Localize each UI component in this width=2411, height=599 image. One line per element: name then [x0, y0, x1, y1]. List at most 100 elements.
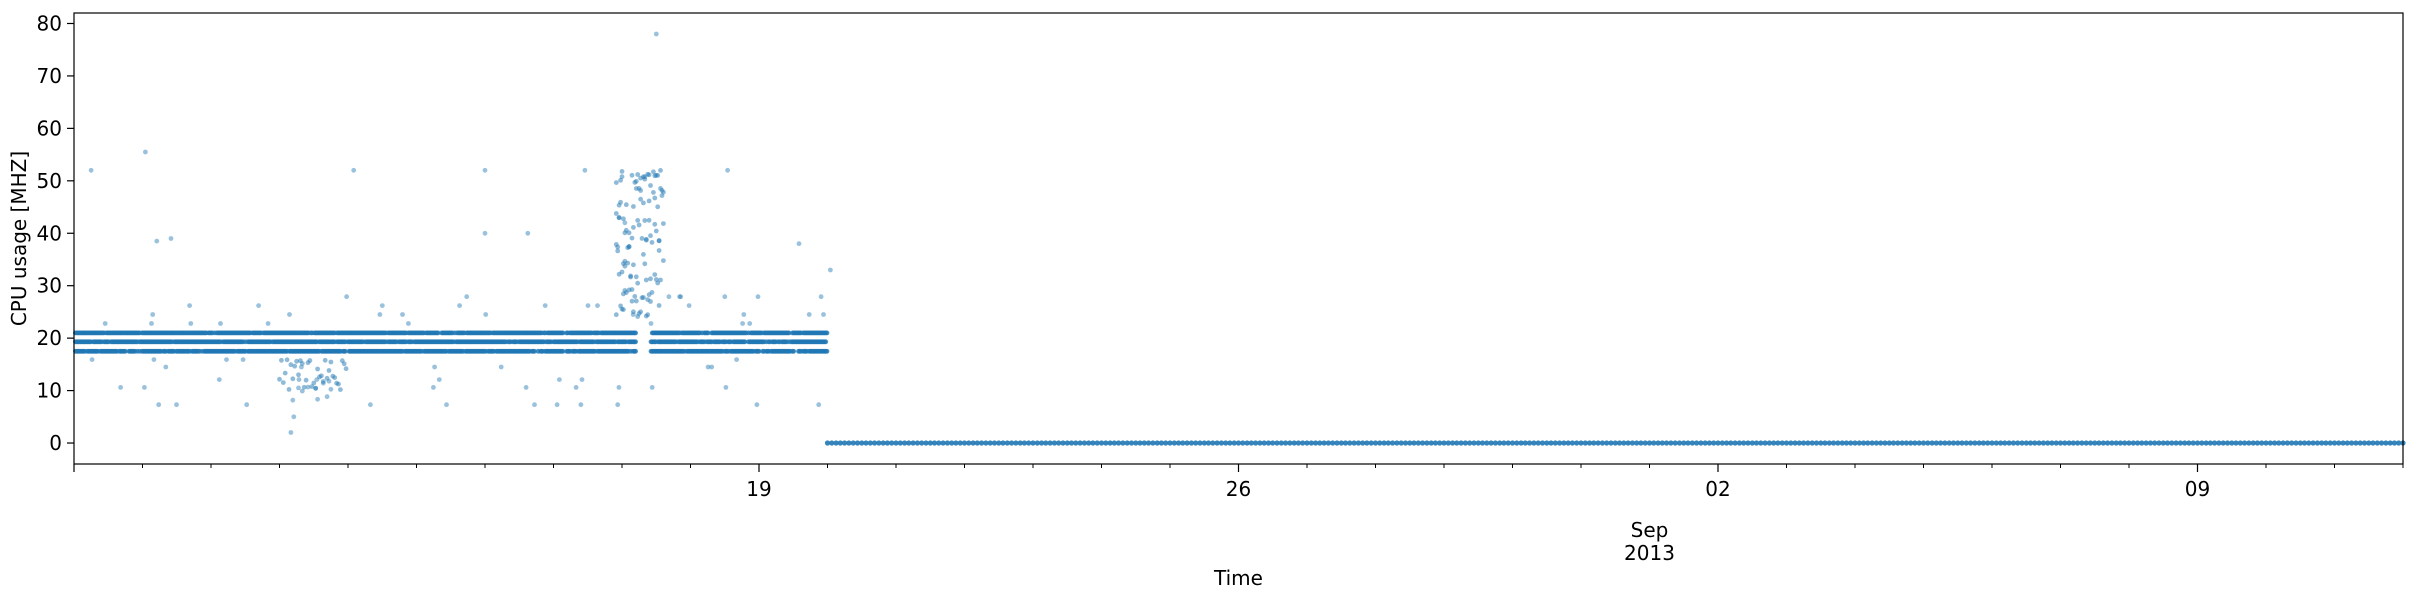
- data-point: [2361, 440, 2368, 446]
- data-point: [1081, 440, 1087, 446]
- data-point: [2224, 440, 2231, 446]
- data-point: [2357, 440, 2363, 446]
- data-point: [324, 394, 330, 400]
- x-year-label: 2013: [1624, 541, 1675, 565]
- data-point: [709, 364, 715, 370]
- data-point: [1659, 440, 1665, 446]
- data-point: [406, 321, 411, 326]
- data-point: [542, 303, 548, 308]
- data-point: [1642, 440, 1648, 446]
- data-point: [1616, 440, 1623, 446]
- data-point: [643, 277, 649, 283]
- data-point: [867, 440, 873, 446]
- data-point: [957, 440, 963, 446]
- data-point: [2177, 440, 2183, 446]
- data-point: [2057, 440, 2064, 446]
- data-point: [1591, 440, 1597, 446]
- data-point: [435, 330, 441, 336]
- data-point: [1788, 440, 1794, 446]
- data-point: [1488, 440, 1494, 446]
- data-point: [1111, 440, 1117, 446]
- y-tick-label: 30: [37, 274, 62, 298]
- data-point: [629, 172, 635, 178]
- data-point: [1295, 440, 1301, 446]
- data-point: [824, 348, 830, 354]
- data-point: [1205, 440, 1212, 446]
- data-point: [1274, 440, 1280, 446]
- data-point: [658, 168, 663, 173]
- data-point: [1351, 440, 1357, 446]
- data-point: [2190, 440, 2196, 446]
- data-point: [1458, 440, 1464, 446]
- data-point: [379, 303, 385, 308]
- data-point: [1415, 440, 1421, 446]
- data-point: [677, 294, 682, 300]
- data-point: [1869, 440, 1875, 446]
- data-point: [1107, 440, 1113, 446]
- data-point: [1197, 440, 1203, 446]
- data-point: [742, 339, 748, 345]
- data-point: [560, 330, 566, 336]
- data-point: [1364, 440, 1370, 446]
- data-point: [1270, 440, 1276, 446]
- data-point: [2040, 440, 2046, 446]
- data-point: [1561, 440, 1567, 446]
- data-point: [1783, 440, 1790, 446]
- data-point: [1993, 440, 1999, 446]
- data-point: [326, 368, 332, 373]
- data-point: [89, 357, 95, 362]
- data-point: [315, 366, 320, 372]
- data-point: [324, 375, 330, 381]
- y-tick-label: 40: [37, 221, 62, 245]
- data-point: [377, 312, 383, 317]
- data-point: [224, 357, 229, 362]
- data-point: [1501, 440, 1507, 446]
- data-point: [1522, 440, 1528, 446]
- data-point: [286, 387, 292, 392]
- data-point: [2199, 440, 2205, 446]
- data-point: [187, 303, 193, 308]
- data-point: [648, 183, 653, 188]
- data-point: [313, 385, 319, 391]
- data-point: [823, 339, 829, 345]
- data-point: [2147, 440, 2153, 446]
- data-point: [705, 330, 711, 336]
- data-point: [1938, 440, 1944, 446]
- data-point: [979, 440, 985, 446]
- data-point: [1818, 440, 1824, 446]
- data-point: [2267, 440, 2273, 446]
- data-point: [897, 440, 903, 446]
- data-point: [1736, 440, 1742, 446]
- data-point: [322, 357, 328, 363]
- data-point: [652, 272, 658, 277]
- data-point: [1240, 440, 1246, 446]
- data-point: [1086, 440, 1092, 446]
- data-point: [1484, 440, 1490, 446]
- data-point: [1509, 440, 1516, 446]
- data-point: [824, 330, 830, 336]
- data-point: [2092, 440, 2098, 446]
- data-point: [149, 321, 154, 326]
- data-point: [1094, 440, 1100, 446]
- data-point: [1968, 440, 1974, 446]
- data-point: [618, 177, 623, 183]
- data-point: [1903, 440, 1909, 446]
- data-point: [974, 440, 980, 446]
- data-point: [645, 312, 651, 318]
- data-point: [1257, 440, 1263, 446]
- data-point: [621, 216, 626, 222]
- data-point: [646, 198, 652, 204]
- data-point: [311, 380, 317, 386]
- data-point: [1377, 440, 1383, 446]
- data-point: [336, 381, 341, 387]
- data-point: [343, 348, 348, 354]
- data-point: [1150, 440, 1156, 446]
- data-point: [966, 440, 972, 446]
- data-point: [1711, 440, 1717, 446]
- data-point: [1518, 440, 1524, 446]
- data-point: [615, 402, 621, 408]
- data-point: [1171, 440, 1177, 446]
- data-point: [740, 321, 745, 326]
- data-point: [953, 440, 959, 446]
